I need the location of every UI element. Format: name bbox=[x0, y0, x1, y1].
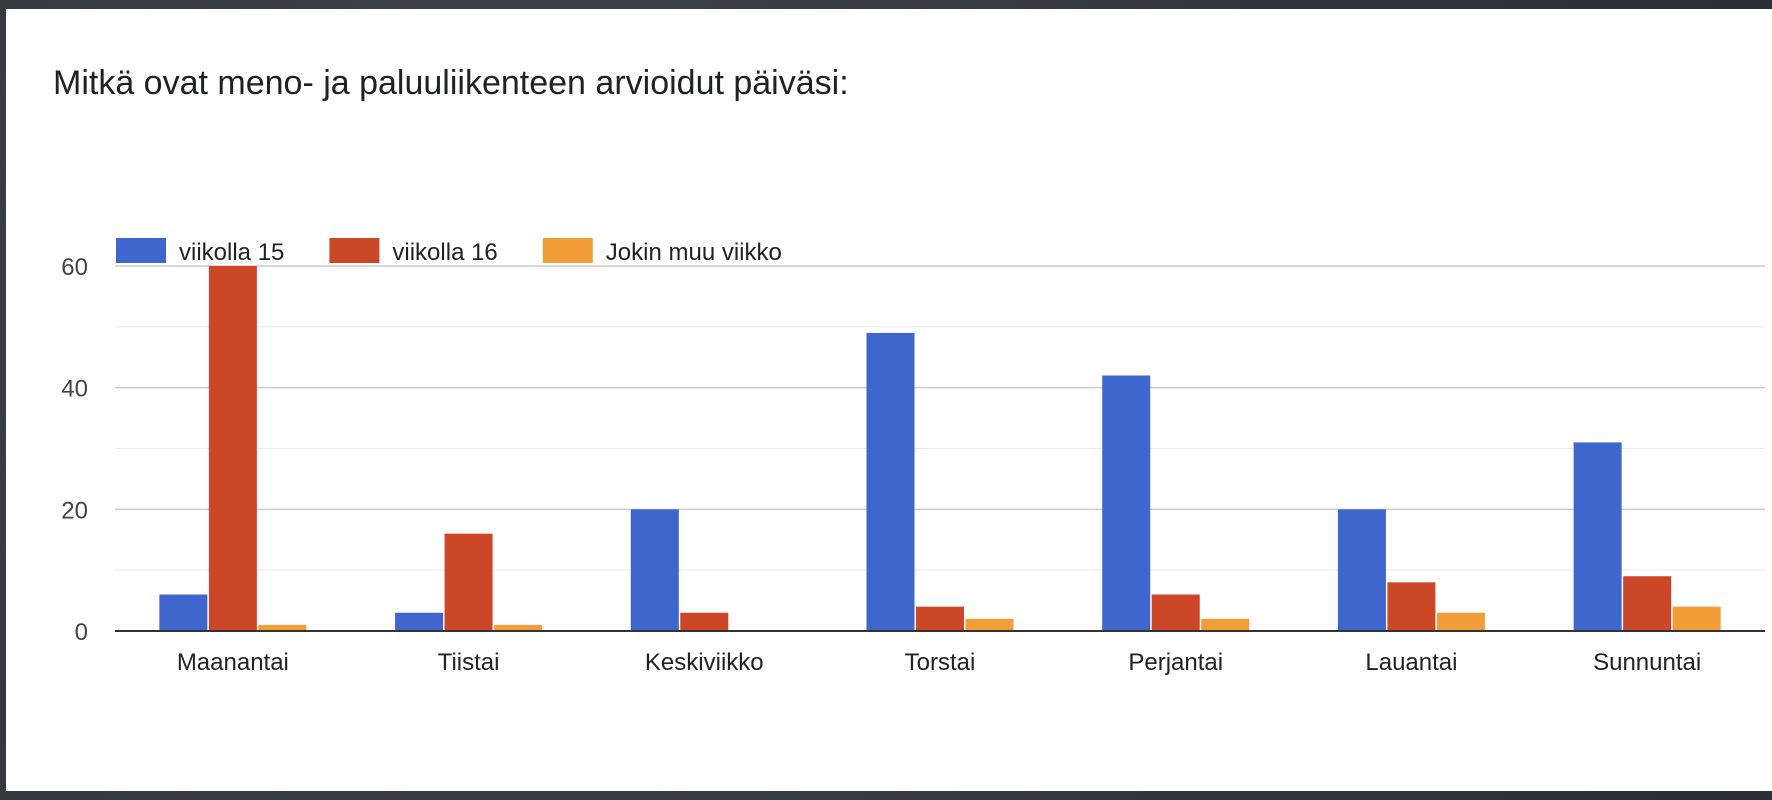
y-tick-label: 40 bbox=[61, 376, 88, 403]
bar bbox=[1102, 375, 1151, 631]
x-tick-label: Perjantai bbox=[1128, 649, 1223, 676]
bar bbox=[1201, 618, 1250, 631]
chart-title: Mitkä ovat meno- ja paluuliikenteen arvi… bbox=[53, 64, 849, 102]
y-tick-label: 60 bbox=[61, 254, 88, 281]
legend: viikolla 15 viikolla 16 Jokin muu viikko bbox=[116, 238, 782, 266]
bar bbox=[1337, 509, 1386, 631]
x-tick-label: Maanantai bbox=[177, 649, 289, 676]
bar bbox=[494, 624, 543, 631]
bar bbox=[630, 509, 679, 631]
x-tick-label: Torstai bbox=[905, 649, 976, 676]
legend-label: Jokin muu viikko bbox=[606, 239, 782, 266]
y-axis-ticks: 0 20 40 60 bbox=[61, 254, 88, 646]
x-tick-label: Lauantai bbox=[1365, 649, 1457, 676]
legend-label: viikolla 16 bbox=[392, 239, 497, 266]
legend-swatch bbox=[329, 238, 380, 263]
bar bbox=[1672, 606, 1721, 631]
grid-lines bbox=[115, 265, 1765, 571]
x-axis-labels: Maanantai Tiistai Keskiviikko Torstai Perjan… bbox=[177, 649, 1701, 676]
bar bbox=[916, 606, 964, 631]
x-tick-label: Keskiviikko bbox=[645, 649, 764, 676]
bar bbox=[258, 624, 307, 631]
y-tick-label: 20 bbox=[61, 497, 88, 524]
bar bbox=[444, 533, 493, 631]
bar bbox=[395, 612, 444, 631]
bars bbox=[115, 266, 1765, 632]
bar bbox=[1573, 442, 1622, 631]
x-tick-label: Tiistai bbox=[438, 649, 500, 676]
bar bbox=[1151, 594, 1200, 631]
bar bbox=[965, 618, 1014, 631]
bar bbox=[1623, 576, 1672, 631]
y-tick-label: 0 bbox=[75, 619, 88, 646]
legend-swatch bbox=[116, 238, 166, 263]
bar bbox=[866, 332, 915, 631]
bar bbox=[159, 594, 208, 631]
bar bbox=[1436, 612, 1485, 631]
bar bbox=[208, 266, 257, 631]
bar bbox=[680, 612, 729, 631]
legend-label: viikolla 15 bbox=[179, 239, 284, 266]
bar bbox=[1387, 582, 1436, 631]
legend-swatch bbox=[542, 238, 593, 263]
x-tick-label: Sunnuntai bbox=[1593, 649, 1701, 676]
